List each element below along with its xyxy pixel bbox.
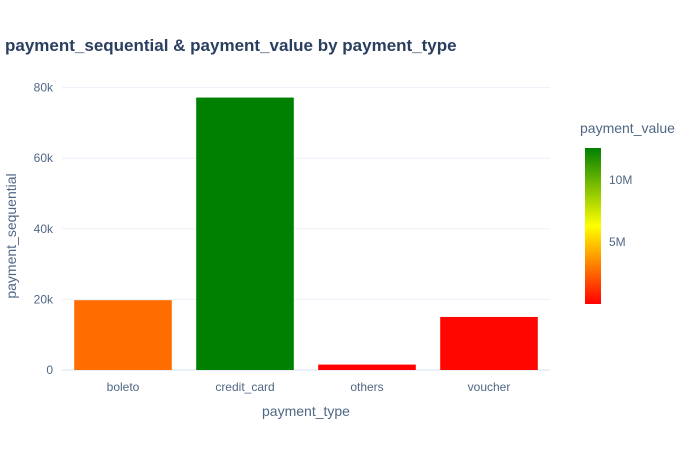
y-tick-label: 40k: [34, 222, 54, 236]
bar-boleto: [74, 300, 172, 370]
x-tick-label: others: [350, 380, 383, 394]
x-tick-label: voucher: [468, 380, 511, 394]
colorbar: payment_value 5M 10M: [580, 120, 675, 304]
y-axis-title: payment_sequential: [3, 173, 19, 298]
y-tick-label: 80k: [34, 81, 54, 95]
colorbar-gradient: [585, 148, 601, 304]
bar-others: [318, 364, 416, 370]
y-axis-ticks: 0 20k 40k 60k 80k: [34, 81, 54, 377]
colorbar-tick-label: 5M: [609, 235, 626, 249]
y-tick-label: 60k: [34, 151, 54, 165]
y-tick-label: 20k: [34, 292, 54, 306]
x-tick-label: credit_card: [215, 380, 274, 394]
bar-credit_card: [196, 97, 294, 371]
colorbar-title: payment_value: [580, 120, 675, 136]
x-axis-title: payment_type: [262, 403, 350, 419]
colorbar-tick-label: 10M: [609, 173, 632, 187]
colorbar-ticks: 5M 10M: [609, 173, 632, 249]
x-tick-label: boleto: [107, 380, 140, 394]
x-axis-ticks: boleto credit_card others voucher: [107, 380, 511, 394]
bar-voucher: [440, 316, 538, 370]
chart-title: payment_sequential & payment_value by pa…: [5, 36, 457, 55]
bars: [74, 97, 538, 371]
y-tick-label: 0: [46, 363, 53, 377]
